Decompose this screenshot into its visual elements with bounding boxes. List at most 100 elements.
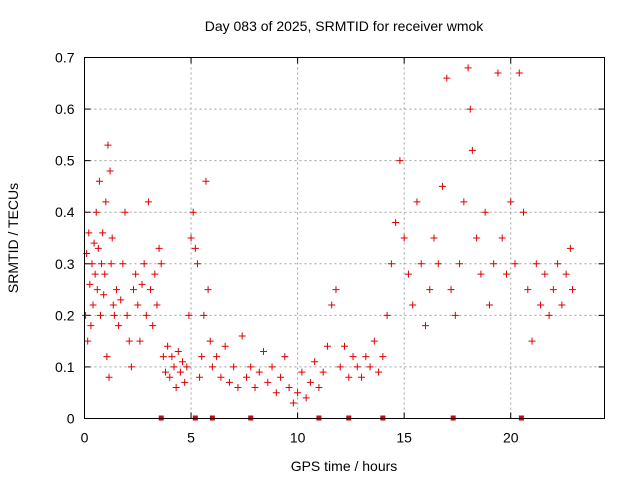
data-point (285, 384, 293, 392)
x-tick-label: 20 (503, 430, 519, 446)
data-point (125, 337, 133, 345)
data-point (426, 286, 434, 294)
data-point (268, 363, 276, 371)
data-point (387, 260, 395, 268)
data-point (181, 378, 189, 386)
data-point (117, 296, 125, 304)
data-point (89, 301, 97, 309)
y-tick-label: 0 (67, 411, 75, 427)
grid-lines (84, 57, 605, 419)
data-point (157, 260, 165, 268)
data-point (272, 389, 280, 397)
data-point (84, 337, 92, 345)
data-point (183, 363, 191, 371)
data-point (147, 286, 155, 294)
data-points (82, 64, 577, 407)
x-tick-label: 0 (81, 430, 89, 446)
axis-ticks: 0 0.1 0.2 0.3 0.4 0.5 0.6 0.7 0 5 10 15 20 (55, 50, 605, 446)
data-point (545, 311, 553, 319)
data-point (332, 286, 340, 294)
data-point (161, 368, 169, 376)
data-point (108, 234, 116, 242)
data-point (341, 342, 348, 350)
data-point (93, 286, 101, 294)
data-point (115, 322, 123, 330)
data-point (123, 311, 131, 319)
y-tick-label: 0.4 (55, 204, 75, 220)
data-point (430, 234, 438, 242)
data-point (447, 286, 455, 294)
data-point (187, 234, 195, 242)
data-point (206, 337, 214, 345)
data-point (466, 105, 474, 113)
y-tick-label: 0.7 (55, 50, 75, 66)
data-point (144, 198, 152, 206)
data-point (281, 353, 289, 361)
data-point (142, 311, 150, 319)
data-point (421, 322, 429, 330)
data-point (238, 332, 246, 340)
data-point (362, 353, 370, 361)
data-point (353, 363, 361, 371)
data-point (413, 198, 421, 206)
data-point (507, 198, 515, 206)
data-point (477, 270, 485, 278)
data-point (494, 69, 502, 77)
data-point (200, 311, 208, 319)
data-point (485, 301, 493, 309)
data-point (247, 363, 255, 371)
data-point (94, 244, 102, 252)
data-point (103, 353, 111, 361)
data-point (99, 229, 107, 237)
data-point (102, 198, 110, 206)
chart-title: Day 083 of 2025, SRMTID for receiver wmo… (205, 18, 485, 34)
data-point (417, 260, 425, 268)
y-tick-label: 0.2 (55, 307, 75, 323)
data-point (537, 301, 545, 309)
data-point (515, 69, 523, 77)
data-point (383, 311, 391, 319)
data-point (95, 177, 103, 185)
x-tick-label: 5 (187, 430, 195, 446)
data-point (130, 286, 138, 294)
data-point (315, 384, 323, 392)
data-point (260, 347, 268, 355)
data-point (149, 322, 157, 330)
data-point (306, 378, 314, 386)
data-point (174, 347, 182, 355)
data-point (562, 270, 570, 278)
data-point (82, 311, 90, 319)
data-point (336, 363, 344, 371)
data-point (98, 260, 106, 268)
data-point (490, 260, 498, 268)
data-point (151, 270, 159, 278)
x-tick-label: 15 (396, 430, 412, 446)
x-axis-label: GPS time / hours (291, 458, 398, 474)
data-point (298, 368, 306, 376)
data-point (138, 280, 146, 288)
data-point (400, 234, 408, 242)
data-point (277, 373, 285, 381)
data-point (87, 322, 95, 330)
data-point (92, 208, 100, 216)
data-point (179, 358, 187, 366)
data-point (345, 373, 353, 381)
data-point (443, 74, 451, 82)
data-point (91, 270, 99, 278)
data-point (511, 260, 519, 268)
data-point (366, 363, 374, 371)
data-point (473, 234, 481, 242)
data-point (90, 239, 98, 247)
plot-frame (84, 57, 605, 419)
data-point (234, 384, 242, 392)
data-point (532, 260, 540, 268)
data-point (392, 219, 400, 227)
data-point (225, 378, 233, 386)
data-point (85, 229, 93, 237)
data-point (264, 378, 272, 386)
data-point (289, 399, 297, 407)
data-point (302, 394, 310, 402)
data-point (164, 342, 172, 350)
data-point (155, 244, 163, 252)
